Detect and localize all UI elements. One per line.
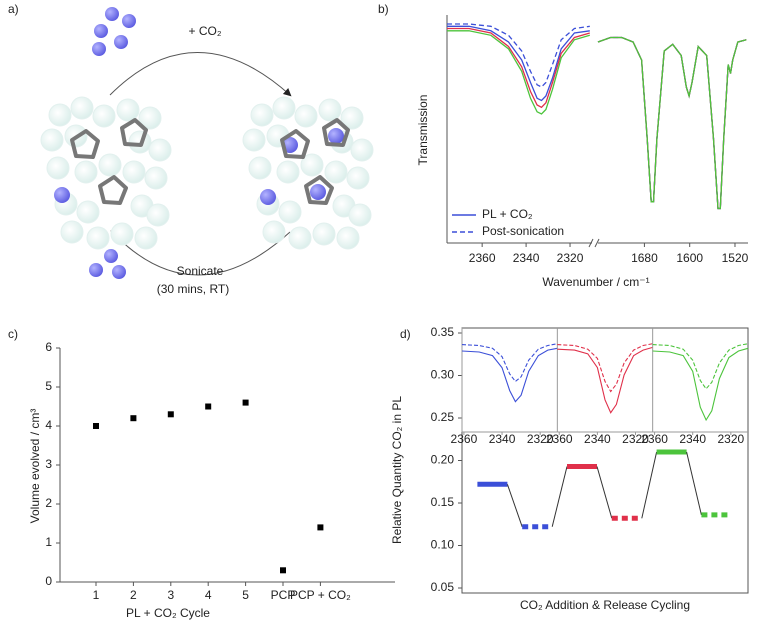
arrow-bottom: [110, 230, 291, 276]
y-tick-label: 1: [45, 535, 52, 549]
point: [205, 403, 212, 410]
inset-tick-label: 2360: [451, 432, 478, 446]
y-tick-label: 0.10: [431, 538, 455, 552]
connector: [506, 484, 523, 527]
panel-label: d): [400, 327, 411, 341]
inset-tick-label: 2340: [489, 432, 516, 446]
panel-label: b): [378, 2, 389, 16]
x-tick-label: 1: [93, 588, 100, 602]
x-tick-label: 5: [242, 588, 249, 602]
y-axis-label: Transmission: [416, 95, 430, 166]
x-tick-label: 2: [130, 588, 137, 602]
point: [280, 567, 286, 574]
panel-label: a): [8, 2, 19, 16]
y-tick-label: 5: [45, 379, 52, 393]
spectrum-line: [447, 25, 590, 102]
spectrum-line: [447, 23, 590, 88]
y-tick-label: 0.30: [431, 368, 455, 382]
y-axis-label: Relative Quantity CO₂ in PL: [390, 396, 404, 544]
point: [167, 411, 174, 418]
inset-tick-label: 2320: [717, 432, 744, 446]
panel-label: c): [8, 327, 18, 341]
connector: [596, 466, 613, 519]
co2-balls-top: [92, 7, 136, 56]
y-tick-label: 3: [45, 457, 52, 471]
bottom-label: Sonicate: [177, 264, 224, 278]
y-tick-label: 0: [45, 574, 52, 588]
inset-line: [461, 343, 558, 383]
inset-tick-label: 2360: [641, 432, 668, 446]
legend-label: PL + CO₂: [482, 207, 533, 221]
connector: [551, 466, 568, 527]
x-axis-label: PL + CO₂ Cycle: [126, 606, 210, 620]
spectrum-line: [597, 36, 747, 210]
x-tick-label: 2320: [557, 251, 584, 265]
x-axis-label: Wavenumber / cm⁻¹: [542, 275, 649, 289]
schematic: a) + CO₂ Sonicate (30 mins, RT): [8, 2, 374, 296]
x-tick-label: 4: [205, 588, 212, 602]
x-tick-label: 1520: [722, 251, 749, 265]
y-axis-label: Volume evolved / cm³: [28, 409, 42, 524]
y-tick-label: 2: [45, 496, 52, 510]
inset-tick-label: 2340: [584, 432, 611, 446]
inset-tick-label: 2320: [622, 432, 649, 446]
y-tick-label: 0.35: [431, 325, 455, 339]
y-tick-label: 0.05: [431, 580, 455, 594]
co2-balls-bottom: [89, 249, 126, 279]
inset-line: [461, 347, 558, 403]
x-tick-label: 2340: [513, 251, 540, 265]
inset-line: [652, 343, 749, 390]
axis-break: [594, 238, 600, 248]
bottom-sublabel: (30 mins, RT): [157, 282, 229, 296]
x-tick-label: PCP: [271, 588, 296, 602]
inset-line: [557, 343, 653, 393]
inset-line: [557, 346, 653, 414]
framework-right: [242, 96, 374, 250]
top-label: + CO₂: [189, 24, 222, 38]
y-tick-label: 0.20: [431, 453, 455, 467]
point: [317, 524, 324, 531]
point: [242, 399, 249, 406]
x-tick-label: 2360: [469, 251, 496, 265]
x-axis-label: CO₂ Addition & Release Cycling: [520, 598, 690, 612]
plot-frame: [461, 327, 749, 594]
inset-line: [652, 347, 749, 422]
x-tick-label: 1600: [676, 251, 703, 265]
spectrum-line: [447, 27, 590, 109]
legend-label: Post-sonication: [482, 224, 564, 238]
inset-tick-label: 2320: [527, 432, 554, 446]
y-tick-label: 6: [45, 340, 52, 354]
spectrum-line: [447, 30, 590, 115]
connector: [686, 451, 702, 516]
point: [130, 415, 137, 422]
x-tick-label: PCP + CO₂: [290, 588, 351, 602]
framework-left: [40, 96, 172, 250]
arrow-top: [109, 52, 292, 97]
point: [93, 423, 99, 429]
x-tick-label: 3: [167, 588, 174, 602]
inset-tick-label: 2340: [679, 432, 706, 446]
x-tick-label: 1680: [631, 251, 658, 265]
axis-break: [588, 238, 594, 248]
inset-tick-label: 2360: [546, 432, 573, 446]
y-tick-label: 0.25: [431, 410, 455, 424]
y-tick-label: 4: [45, 418, 52, 432]
connector: [641, 451, 658, 519]
y-tick-label: 0.15: [431, 495, 455, 509]
